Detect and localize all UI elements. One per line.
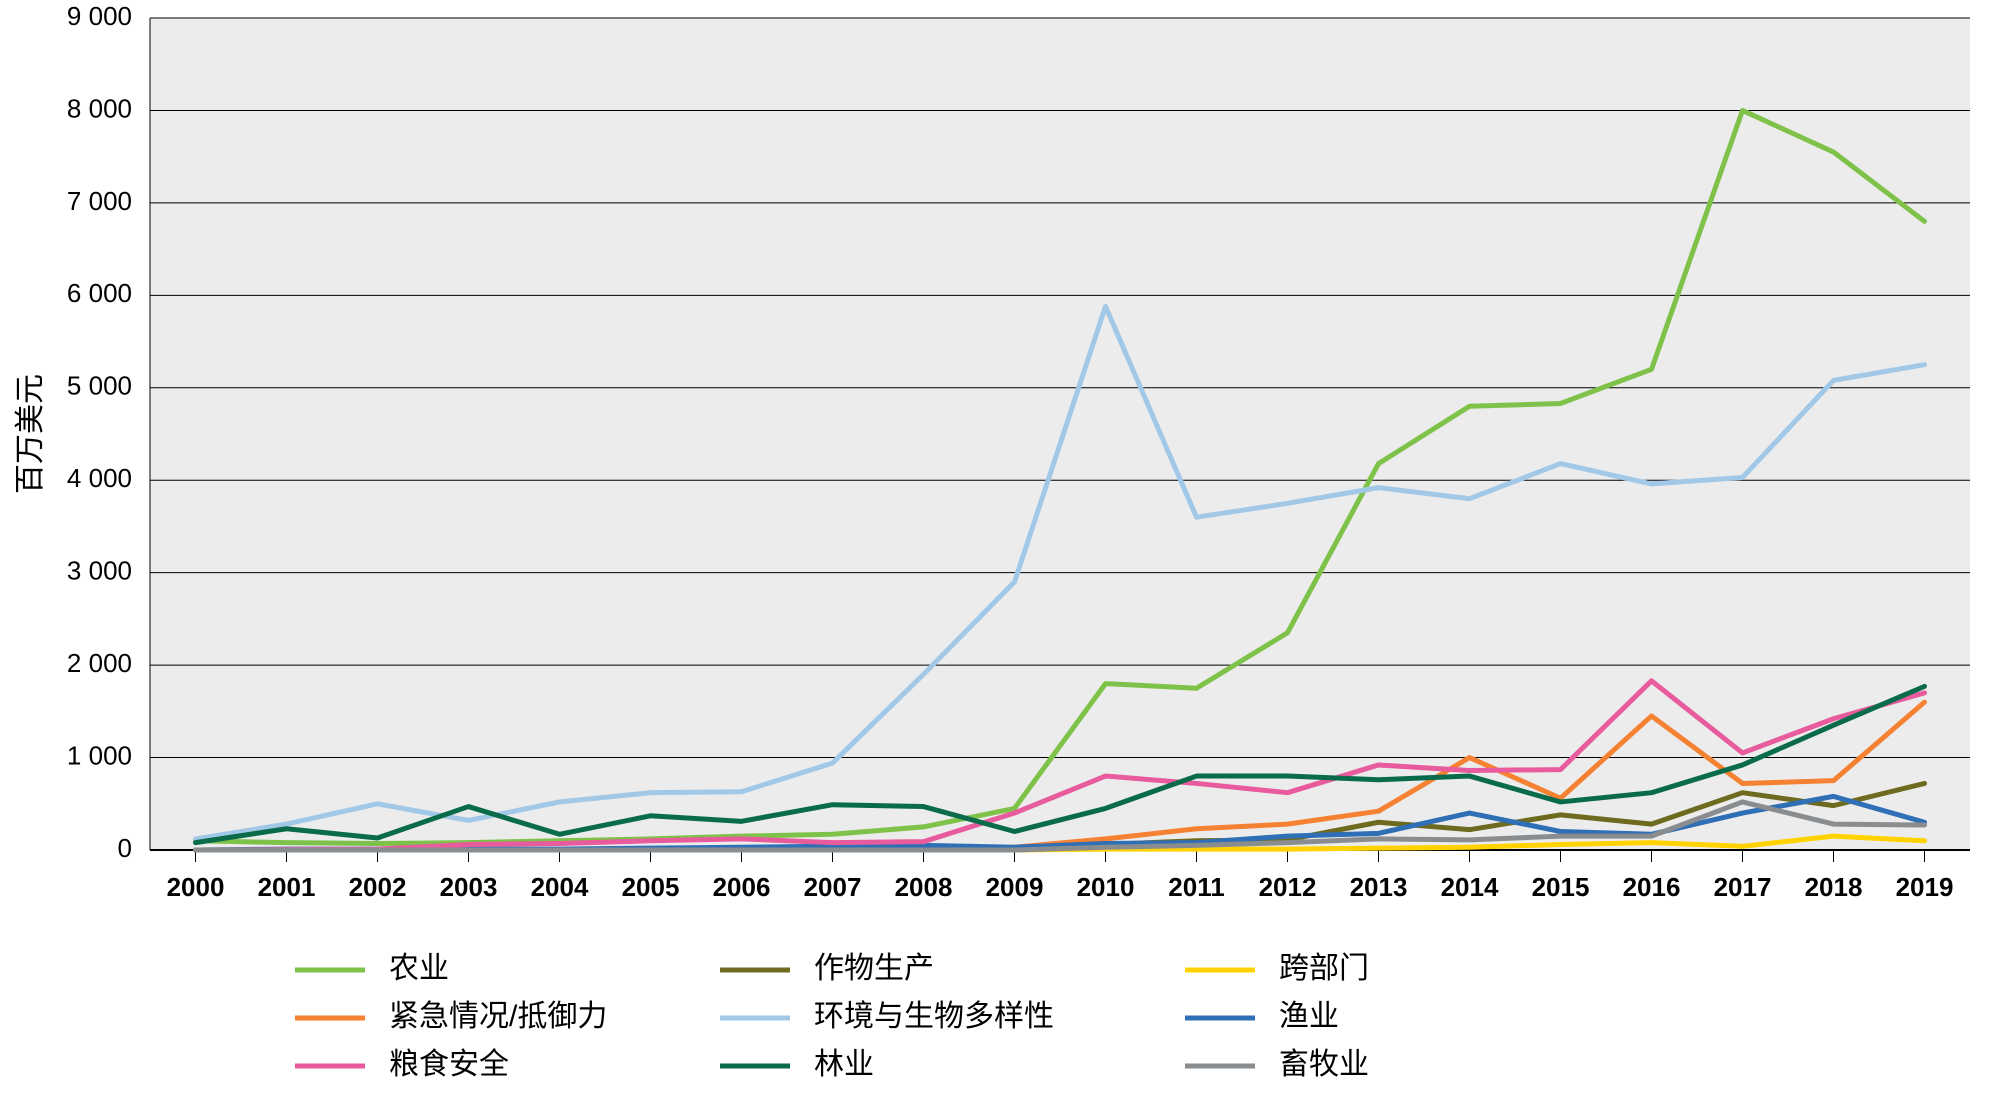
x-tick-label: 2006 <box>713 872 771 902</box>
plot-area <box>150 18 1970 850</box>
chart-svg: 0 1 000 2 000 3 000 4 000 5 000 6 000 7 000 8 00… <box>0 0 2011 1120</box>
legend-label-livestock: 畜牧业 <box>1279 1048 1369 1081</box>
x-tick-label: 2005 <box>622 872 680 902</box>
y-tick-label: 6 000 <box>67 278 132 308</box>
x-tick-label: 2014 <box>1441 872 1499 902</box>
y-tick-label: 7 000 <box>67 186 132 216</box>
x-tick-label: 2018 <box>1805 872 1863 902</box>
legend-label-emergency_resilience: 紧急情况/抵御力 <box>389 1000 607 1033</box>
x-tick-label: 2004 <box>531 872 589 902</box>
y-tick-label: 1 000 <box>67 740 132 770</box>
x-tick-label: 2016 <box>1623 872 1681 902</box>
legend-label-fishery: 渔业 <box>1279 1000 1339 1033</box>
y-tick-label: 4 000 <box>67 463 132 493</box>
line-chart: 0 1 000 2 000 3 000 4 000 5 000 6 000 7 000 8 00… <box>0 0 2011 1120</box>
x-tick-label: 2010 <box>1077 872 1135 902</box>
x-tick-label: 2009 <box>986 872 1044 902</box>
x-tick-label: 2017 <box>1714 872 1772 902</box>
y-tick-label: 9 000 <box>67 1 132 31</box>
legend-label-agriculture: 农业 <box>389 952 449 985</box>
x-tick-label: 2019 <box>1896 872 1954 902</box>
legend-label-cross_sector: 跨部门 <box>1279 952 1369 985</box>
x-tick-label: 2013 <box>1350 872 1408 902</box>
y-tick-label: 2 000 <box>67 648 132 678</box>
legend-label-food_security: 粮食安全 <box>389 1048 509 1081</box>
legend-label-forestry: 林业 <box>814 1048 874 1081</box>
legend-label-crop_production: 作物生产 <box>814 952 934 985</box>
x-tick-label: 2000 <box>167 872 225 902</box>
x-tick-label: 2001 <box>258 872 316 902</box>
y-tick-label: 3 000 <box>67 556 132 586</box>
x-tick-label: 2007 <box>804 872 862 902</box>
x-tick-label: 2008 <box>895 872 953 902</box>
x-tick-label: 2012 <box>1259 872 1317 902</box>
x-tick-label: 2011 <box>1168 872 1224 902</box>
y-tick-label: 8 000 <box>67 93 132 123</box>
y-tick-label: 5 000 <box>67 371 132 401</box>
y-axis-title: 百万美元 <box>14 374 47 494</box>
x-tick-label: 2015 <box>1532 872 1590 902</box>
y-tick-label: 0 <box>118 833 132 863</box>
x-tick-label: 2003 <box>440 872 498 902</box>
legend-label-env_biodiversity: 环境与生物多样性 <box>814 1000 1054 1033</box>
x-tick-label: 2002 <box>349 872 407 902</box>
